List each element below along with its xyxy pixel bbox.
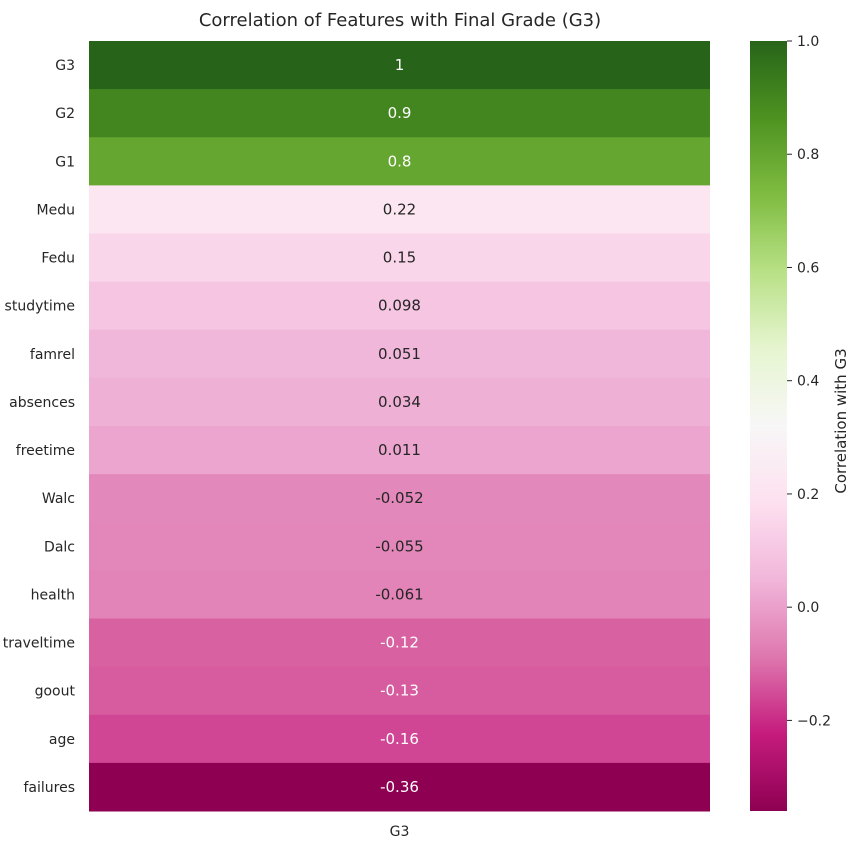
colorbar-label: Correlation with G3 — [832, 348, 850, 493]
heatmap-cell — [89, 233, 710, 283]
x-tick-label: G3 — [390, 824, 410, 840]
cell-annotation: 0.15 — [383, 249, 416, 267]
colorbar-tick-label: 0.2 — [797, 487, 819, 503]
y-tick-label: Medu — [37, 202, 75, 218]
y-tick-label: Walc — [42, 491, 75, 507]
heatmap-cell — [89, 377, 710, 427]
y-tick-label: Dalc — [44, 539, 75, 555]
cell-annotation: 0.22 — [383, 200, 416, 218]
x-tick-labels: G3 — [390, 824, 410, 840]
heatmap-cells — [89, 41, 710, 812]
cell-annotation: -0.052 — [375, 489, 423, 507]
heatmap-cell — [89, 89, 710, 138]
y-tick-labels: G3 G2 G1 Medu Fedu studytime famrel absences fre… — [3, 58, 76, 796]
heatmap-cell — [89, 185, 710, 234]
cell-annotation: 1 — [395, 56, 405, 74]
cell-annotation: -0.12 — [380, 634, 419, 652]
cell-annotation: 0.9 — [388, 104, 412, 122]
heatmap-cell — [89, 618, 710, 668]
y-tick-label: studytime — [5, 299, 75, 315]
y-tick-label: failures — [23, 780, 75, 796]
cell-annotation: 0.8 — [388, 152, 412, 170]
heatmap-cell — [89, 281, 710, 331]
cell-annotation: 0.034 — [378, 393, 421, 411]
heatmap-cell — [89, 426, 710, 475]
y-tick-label: famrel — [30, 347, 75, 363]
y-tick-label: goout — [35, 684, 76, 700]
y-tick-label: freetime — [16, 443, 75, 459]
y-tick-label: G2 — [55, 106, 75, 122]
heatmap-cell — [89, 762, 710, 812]
heatmap-cell — [89, 522, 710, 571]
chart-title: Correlation of Features with Final Grade… — [199, 10, 601, 31]
y-tick-label: G3 — [55, 58, 75, 74]
colorbar-tick-label: 0.4 — [797, 374, 819, 390]
colorbar-tick-label: 0.6 — [797, 260, 819, 276]
y-tick-label: absences — [9, 395, 75, 411]
heatmap-cell — [89, 570, 710, 619]
colorbar: 1.0 0.8 0.6 0.4 0.2 0.0 −0.2 — [750, 34, 831, 811]
cell-annotation: -0.055 — [375, 537, 423, 555]
cell-annotation: -0.061 — [375, 585, 423, 603]
heatmap-cell — [89, 137, 710, 186]
colorbar-tick-label: 0.8 — [797, 147, 819, 163]
heatmap-cell — [89, 41, 710, 90]
cell-annotation: -0.36 — [380, 778, 419, 796]
y-tick-label: health — [31, 587, 75, 603]
heatmap-cell — [89, 474, 710, 523]
heatmap-cell — [89, 666, 710, 716]
colorbar-tick-label: 0.0 — [797, 600, 819, 616]
heatmap-cell — [89, 714, 710, 764]
cell-annotation: -0.13 — [380, 682, 419, 700]
cell-annotation: 0.011 — [378, 441, 421, 459]
colorbar-tick-label: 1.0 — [797, 34, 819, 50]
y-tick-label: traveltime — [3, 636, 75, 652]
y-tick-label: age — [49, 732, 75, 748]
y-tick-label: G1 — [55, 154, 75, 170]
y-tick-label: Fedu — [41, 251, 75, 267]
colorbar-tick-label: −0.2 — [797, 713, 831, 729]
cell-annotation: 0.051 — [378, 345, 421, 363]
cell-annotation: 0.098 — [378, 297, 421, 315]
cell-annotation: -0.16 — [380, 730, 419, 748]
cell-annotations: 1 0.9 0.8 0.22 0.15 0.098 0.051 0.034 0.011 -0.05… — [375, 56, 423, 796]
colorbar-gradient — [750, 41, 787, 811]
heatmap-cell — [89, 329, 710, 379]
